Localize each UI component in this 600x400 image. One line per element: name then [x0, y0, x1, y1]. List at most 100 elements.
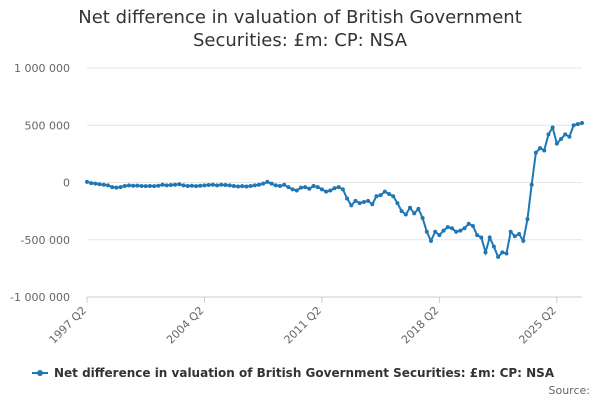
data-point [454, 229, 459, 234]
data-point [110, 185, 115, 190]
data-point [571, 123, 576, 128]
y-axis: 1 000 000 500 000 0 -500 000 -1 000 000 [10, 62, 70, 304]
data-point [546, 132, 551, 137]
y-tick-label: 0 [63, 177, 70, 190]
data-point [395, 201, 400, 206]
data-point [370, 202, 375, 207]
data-point [542, 148, 547, 153]
data-point [307, 186, 312, 191]
legend-swatch-marker [37, 370, 43, 376]
data-point [227, 183, 232, 188]
data-point [189, 183, 194, 188]
data-point [290, 187, 295, 192]
data-point [311, 183, 316, 188]
data-point [504, 251, 509, 256]
data-point [122, 183, 127, 188]
data-point [575, 122, 580, 127]
data-point [374, 194, 379, 199]
data-point [483, 250, 488, 255]
source-label: Source: [549, 384, 591, 397]
data-point [538, 146, 543, 151]
data-point [173, 182, 178, 187]
data-point [554, 141, 559, 146]
data-point [114, 185, 119, 190]
data-point [437, 233, 442, 238]
data-point [357, 201, 362, 206]
data-point [475, 233, 480, 238]
data-points [85, 120, 584, 259]
data-point [399, 209, 404, 214]
legend: Net difference in valuation of British G… [32, 366, 555, 380]
data-point [353, 198, 358, 203]
data-point [441, 228, 446, 233]
data-point [215, 183, 220, 188]
data-point [273, 183, 278, 188]
data-point [458, 228, 463, 233]
data-point [139, 183, 144, 188]
data-point [529, 182, 534, 187]
data-point [433, 229, 438, 234]
x-tick-label: 2025 Q2 [516, 304, 559, 347]
data-point [286, 185, 291, 190]
data-point [277, 183, 282, 188]
data-point [303, 185, 308, 190]
data-point [349, 203, 354, 208]
legend-label: Net difference in valuation of British G… [54, 366, 555, 380]
data-point [512, 234, 517, 239]
data-point [202, 183, 207, 188]
data-point [445, 225, 450, 230]
data-point [85, 179, 89, 184]
data-point [559, 136, 564, 141]
data-point [298, 185, 303, 190]
data-point [324, 189, 329, 194]
data-point [319, 187, 324, 192]
data-point [236, 184, 241, 189]
data-point [491, 244, 496, 249]
data-point [198, 183, 203, 188]
data-point [223, 183, 228, 188]
data-point [147, 183, 152, 188]
data-point [336, 185, 341, 190]
data-point [550, 125, 555, 130]
data-point [219, 182, 224, 187]
data-point [533, 150, 538, 155]
data-point [143, 184, 148, 189]
data-point [206, 183, 211, 188]
x-tick-label: 2018 Q2 [399, 304, 442, 347]
y-tick-label: -1 000 000 [10, 291, 70, 304]
data-point [387, 191, 392, 196]
data-point [500, 250, 505, 255]
data-point [126, 183, 131, 188]
chart-title-line1: Net difference in valuation of British G… [78, 7, 522, 28]
data-point [567, 134, 572, 139]
y-tick-label: 1 000 000 [14, 62, 70, 75]
data-point [160, 182, 165, 187]
data-point [391, 194, 396, 199]
data-point [462, 226, 467, 231]
data-point [177, 182, 182, 187]
x-axis: 1997 Q2 2004 Q2 2011 Q2 2018 Q2 2025 Q2 [47, 296, 582, 347]
data-point [416, 206, 421, 211]
data-point [93, 181, 98, 186]
data-point [282, 182, 287, 187]
data-point [294, 188, 299, 193]
data-point [194, 184, 199, 189]
data-point [340, 187, 345, 192]
data-point [361, 199, 366, 204]
data-point [508, 229, 513, 234]
data-point [378, 193, 383, 198]
data-point [231, 183, 236, 188]
data-point [403, 212, 408, 217]
data-point [517, 232, 522, 237]
data-point [252, 183, 257, 188]
y-tick-label: -500 000 [21, 234, 70, 247]
data-point [261, 181, 266, 186]
data-point [89, 181, 94, 186]
data-point [156, 183, 161, 188]
data-point [164, 183, 169, 188]
data-point [332, 186, 337, 191]
data-point [105, 183, 110, 188]
data-point [328, 188, 333, 193]
